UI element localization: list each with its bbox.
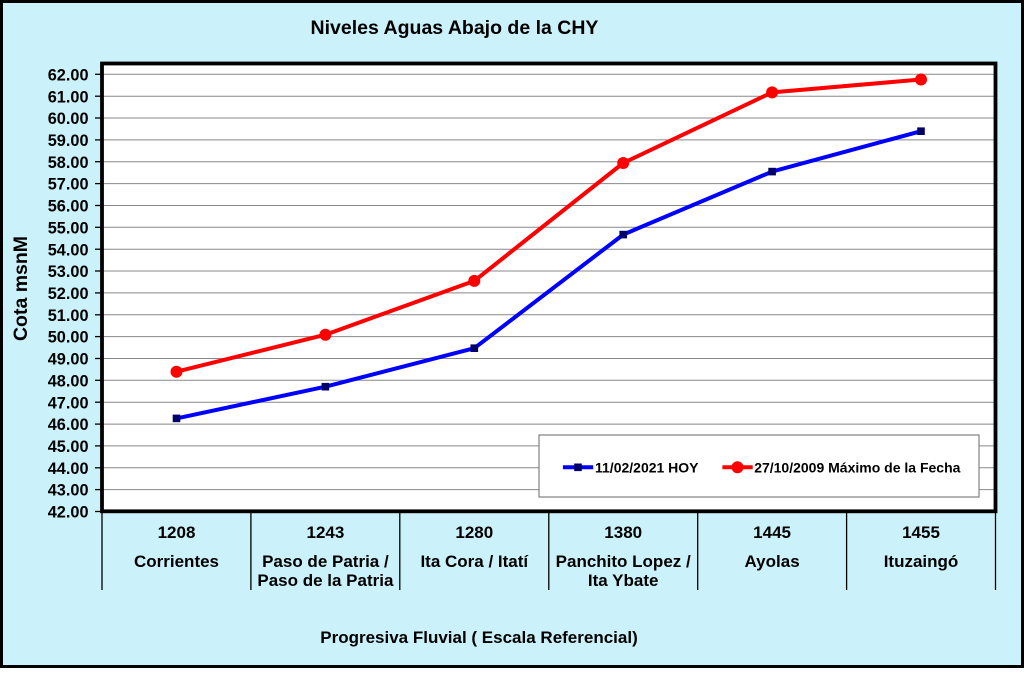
svg-text:Ituzaingó: Ituzaingó — [884, 552, 959, 571]
svg-text:27/10/2009 Máximo de la Fecha: 27/10/2009 Máximo de la Fecha — [754, 459, 960, 475]
svg-text:11/02/2021 HOY: 11/02/2021 HOY — [595, 459, 699, 475]
svg-text:62.00: 62.00 — [48, 66, 89, 84]
svg-text:1280: 1280 — [455, 523, 493, 542]
svg-text:60.00: 60.00 — [48, 110, 89, 128]
svg-text:51.00: 51.00 — [48, 307, 89, 325]
svg-text:61.00: 61.00 — [48, 88, 89, 106]
svg-text:57.00: 57.00 — [48, 176, 89, 194]
svg-text:Paso de Patria /: Paso de Patria / — [262, 552, 389, 571]
svg-text:58.00: 58.00 — [48, 154, 89, 172]
svg-text:52.00: 52.00 — [48, 285, 89, 303]
svg-text:Ita Cora / Itatí: Ita Cora / Itatí — [420, 552, 529, 571]
svg-text:Cota msnM: Cota msnM — [10, 236, 32, 341]
svg-text:50.00: 50.00 — [48, 329, 89, 347]
svg-text:54.00: 54.00 — [48, 241, 89, 259]
svg-text:42.00: 42.00 — [48, 504, 89, 522]
svg-text:55.00: 55.00 — [48, 219, 89, 237]
svg-text:Panchito Lopez /: Panchito Lopez / — [556, 552, 691, 571]
svg-text:56.00: 56.00 — [48, 198, 89, 216]
svg-text:49.00: 49.00 — [48, 351, 89, 369]
svg-text:46.00: 46.00 — [48, 416, 89, 434]
svg-text:Ayolas: Ayolas — [745, 552, 800, 571]
svg-text:59.00: 59.00 — [48, 132, 89, 150]
svg-text:1208: 1208 — [158, 523, 196, 542]
svg-text:1380: 1380 — [604, 523, 642, 542]
svg-text:1243: 1243 — [306, 523, 344, 542]
svg-text:43.00: 43.00 — [48, 482, 89, 500]
svg-text:53.00: 53.00 — [48, 263, 89, 281]
svg-text:Ita Ybate: Ita Ybate — [588, 571, 659, 590]
svg-text:Niveles Aguas Abajo de la CHY: Niveles Aguas Abajo de la CHY — [311, 17, 599, 39]
svg-text:Corrientes: Corrientes — [134, 552, 219, 571]
svg-text:48.00: 48.00 — [48, 372, 89, 390]
svg-text:Progresiva Fluvial ( Escala Re: Progresiva Fluvial ( Escala Referencial) — [320, 628, 637, 647]
svg-text:1445: 1445 — [753, 523, 791, 542]
svg-text:45.00: 45.00 — [48, 438, 89, 456]
svg-text:47.00: 47.00 — [48, 394, 89, 412]
svg-text:1455: 1455 — [902, 523, 940, 542]
svg-text:44.00: 44.00 — [48, 460, 89, 478]
svg-text:Paso de la Patria: Paso de la Patria — [257, 571, 394, 590]
